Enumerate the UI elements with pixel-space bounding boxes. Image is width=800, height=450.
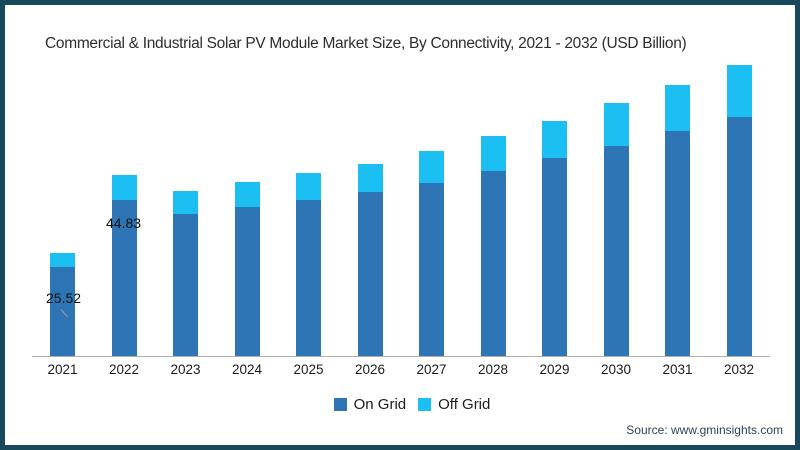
x-tick-label-2030: 2030 <box>600 362 632 377</box>
chart-title: Commercial & Industrial Solar PV Module … <box>45 35 687 52</box>
x-tick-label-2025: 2025 <box>293 362 324 377</box>
bar-2031-on-grid-segment <box>665 131 690 356</box>
x-tick-label-2027: 2027 <box>416 362 447 377</box>
bar-2031-off-grid-segment <box>665 85 690 131</box>
bar-2024-off-grid-segment <box>234 182 260 207</box>
x-tick-label-2021: 2021 <box>47 362 78 377</box>
on-grid-swatch-icon <box>333 398 347 411</box>
bar-2029 <box>542 121 567 356</box>
legend-label-on-grid: On Grid <box>353 396 407 413</box>
bar-2025-on-grid-segment <box>296 200 321 356</box>
bar-2030-on-grid-segment <box>603 146 629 356</box>
bar-2027 <box>419 151 444 356</box>
plot-area: 25.52 44.83 <box>5 64 795 357</box>
bar-2032-off-grid-segment <box>726 65 752 117</box>
bar-2022-off-grid-segment <box>111 175 137 200</box>
bar-2032 <box>726 65 752 356</box>
x-tick-label-2024: 2024 <box>231 362 263 377</box>
bar-2027-off-grid-segment <box>419 151 444 183</box>
x-tick-label-2031: 2031 <box>662 362 693 377</box>
bar-2023-off-grid-segment <box>173 191 198 214</box>
bar-2027-on-grid-segment <box>419 183 444 356</box>
bar-2028-off-grid-segment <box>480 136 506 171</box>
legend-label-off-grid: Off Grid <box>438 396 491 413</box>
x-tick-label-2023: 2023 <box>170 362 201 377</box>
x-tick-label-2022: 2022 <box>108 362 140 377</box>
legend: On Grid Off Grid <box>5 396 795 413</box>
data-label-2021-text: 25.52 <box>46 290 82 306</box>
bar-2025-off-grid-segment <box>296 173 321 200</box>
bar-2026-off-grid-segment <box>357 164 383 192</box>
bar-2029-on-grid-segment <box>542 158 567 356</box>
x-tick-label-2032: 2032 <box>723 362 755 377</box>
bar-2024-on-grid-segment <box>234 207 260 356</box>
bar-2026-on-grid-segment <box>357 192 383 356</box>
legend-item-on-grid: On Grid <box>333 396 407 413</box>
x-axis-line <box>32 356 770 357</box>
legend-item-off-grid: Off Grid <box>418 396 490 413</box>
data-label-2021: 25.52 <box>46 290 82 318</box>
bar-2031 <box>665 85 690 356</box>
bar-2022 <box>111 175 137 356</box>
bar-2022-on-grid-segment <box>111 200 137 356</box>
bar-2030-off-grid-segment <box>603 103 629 146</box>
bar-2024 <box>234 182 260 356</box>
bar-2021-off-grid-segment <box>50 253 75 267</box>
source-attribution: Source: www.gminsights.com <box>626 423 783 437</box>
data-label-2022: 44.83 <box>106 215 141 231</box>
bar-2023-on-grid-segment <box>173 214 198 356</box>
off-grid-swatch-icon <box>418 398 432 411</box>
x-tick-label-2028: 2028 <box>477 362 509 377</box>
bar-2023 <box>173 191 198 356</box>
x-tick-label-2026: 2026 <box>354 362 386 377</box>
bar-2029-off-grid-segment <box>542 121 567 158</box>
bar-2028-on-grid-segment <box>480 171 506 356</box>
bar-2026 <box>357 164 383 356</box>
bar-2028 <box>480 136 506 356</box>
bar-2032-on-grid-segment <box>726 117 752 356</box>
bar-2030 <box>603 103 629 356</box>
bar-2025 <box>296 173 321 356</box>
data-label-2022-text: 44.83 <box>106 215 142 231</box>
x-tick-label-2029: 2029 <box>539 362 570 377</box>
